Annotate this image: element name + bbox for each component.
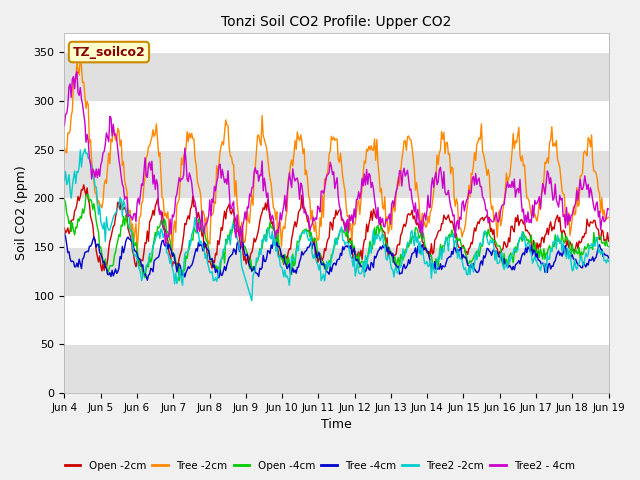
Title: Tonzi Soil CO2 Profile: Upper CO2: Tonzi Soil CO2 Profile: Upper CO2: [221, 15, 452, 29]
Legend: Open -2cm, Tree -2cm, Open -4cm, Tree -4cm, Tree2 -2cm, Tree2 - 4cm: Open -2cm, Tree -2cm, Open -4cm, Tree -4…: [60, 456, 580, 475]
Bar: [65, 247, 609, 296]
Y-axis label: Soil CO2 (ppm): Soil CO2 (ppm): [15, 166, 28, 261]
Bar: [65, 150, 609, 198]
X-axis label: Time: Time: [321, 419, 352, 432]
Bar: [65, 345, 609, 393]
Bar: [65, 52, 609, 101]
Text: TZ_soilco2: TZ_soilco2: [72, 46, 145, 59]
